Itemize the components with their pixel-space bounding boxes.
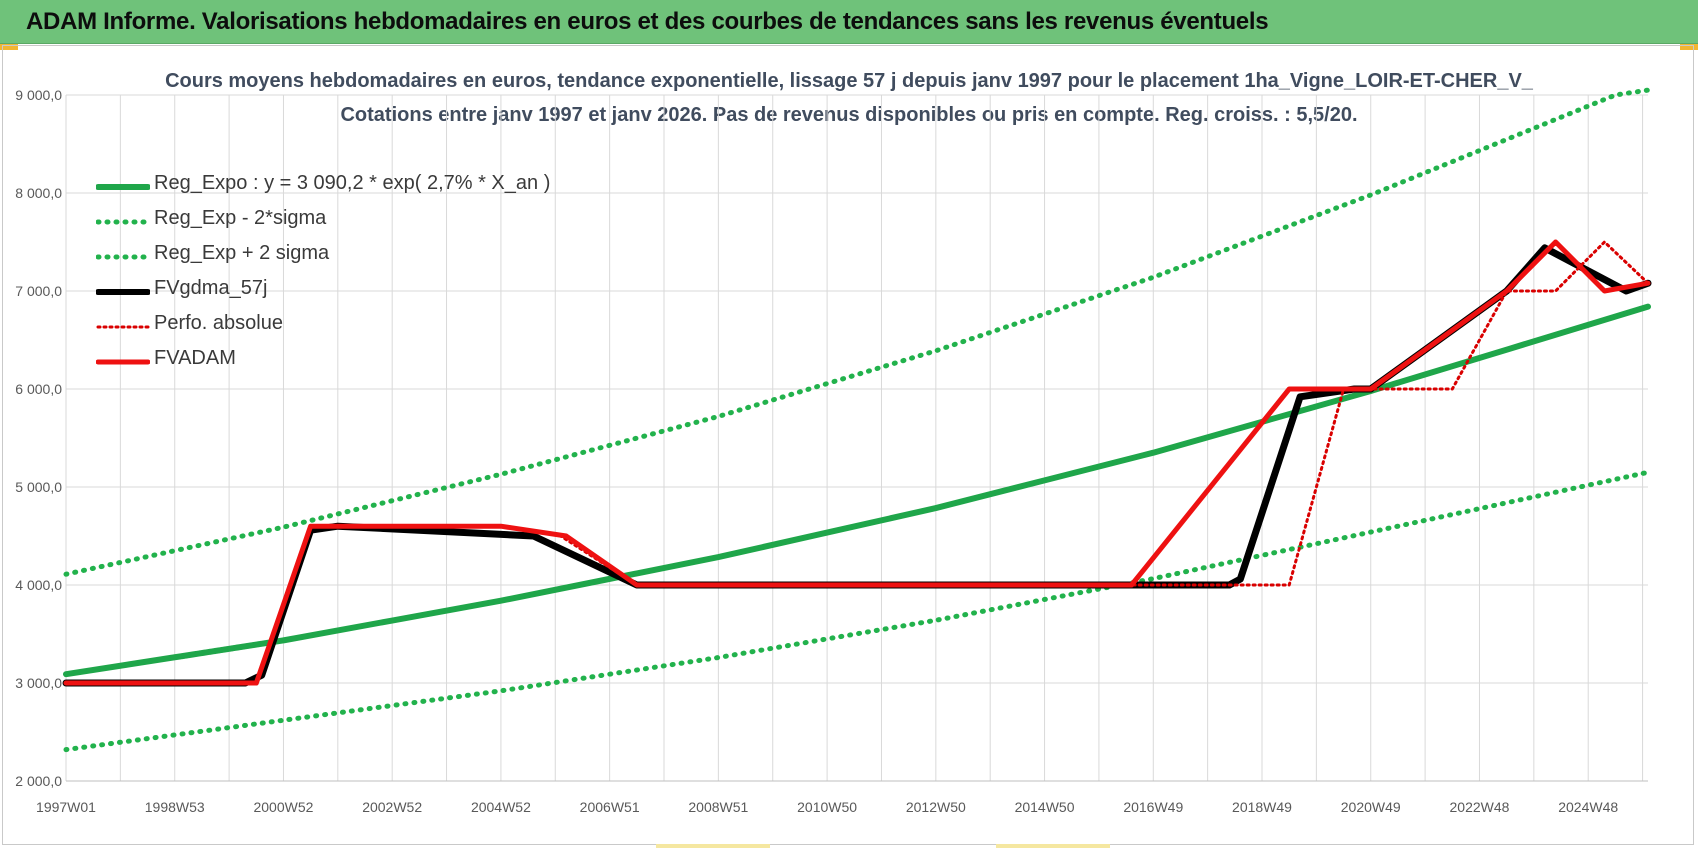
footer-marker-1 bbox=[656, 844, 770, 848]
x-tick-label: 2008W51 bbox=[688, 799, 748, 815]
x-tick-label: 2020W49 bbox=[1341, 799, 1401, 815]
x-tick-label: 2010W50 bbox=[797, 799, 857, 815]
chart-title-line2: Cotations entre janv 1997 et janv 2026. … bbox=[340, 104, 1358, 126]
y-tick-label: 9 000,0 bbox=[15, 87, 62, 103]
legend-label: FVADAM bbox=[154, 347, 236, 369]
legend-swatch bbox=[95, 249, 151, 259]
y-tick-label: 2 000,0 bbox=[15, 773, 62, 789]
legend-swatch bbox=[95, 214, 151, 224]
x-tick-label: 1998W53 bbox=[145, 799, 205, 815]
legend-item: Perfo. absolue bbox=[96, 306, 550, 341]
y-tick-label: 3 000,0 bbox=[15, 675, 62, 691]
legend-item: FVADAM bbox=[95, 341, 550, 376]
y-tick-label: 5 000,0 bbox=[15, 479, 62, 495]
y-tick-label: 6 000,0 bbox=[15, 381, 62, 397]
x-tick-label: 2016W49 bbox=[1123, 799, 1183, 815]
x-tick-label: 2000W52 bbox=[253, 799, 313, 815]
report-title: ADAM Informe. Valorisations hebdomadaire… bbox=[26, 8, 1269, 35]
series-line-1 bbox=[63, 469, 1651, 753]
x-tick-label: 2018W49 bbox=[1232, 799, 1292, 815]
legend-label: Reg_Exp - 2*sigma bbox=[154, 207, 327, 229]
corner-marker-right bbox=[1680, 44, 1698, 50]
x-tick-label: 2002W52 bbox=[362, 799, 422, 815]
chart-legend: Reg_Expo : y = 3 090,2 * exp( 2,7% * X_a… bbox=[95, 166, 551, 376]
legend-item: Reg_Exp - 2*sigma bbox=[95, 201, 550, 236]
legend-label: Perfo. absolue bbox=[154, 312, 283, 334]
x-tick-label: 1997W01 bbox=[36, 799, 96, 815]
x-tick-label: 2006W51 bbox=[580, 799, 640, 815]
legend-label: Reg_Exp + 2 sigma bbox=[154, 242, 330, 264]
series-line-2 bbox=[63, 87, 1651, 577]
y-tick-label: 4 000,0 bbox=[15, 577, 62, 593]
x-tick-label: 2004W52 bbox=[471, 799, 531, 815]
series-line-5 bbox=[63, 239, 1651, 686]
chart-title-line1: Cours moyens hebdomadaires en euros, ten… bbox=[165, 70, 1533, 92]
legend-swatch bbox=[95, 179, 151, 190]
x-tick-label: 2012W50 bbox=[906, 799, 966, 815]
y-tick-label: 8 000,0 bbox=[15, 185, 62, 201]
legend-item: FVgdma_57j bbox=[95, 271, 550, 306]
legend-item: Reg_Exp + 2 sigma bbox=[95, 236, 550, 271]
footer-marker-2 bbox=[996, 844, 1110, 848]
legend-label: FVgdma_57j bbox=[154, 277, 268, 299]
y-tick-label: 7 000,0 bbox=[15, 283, 62, 299]
legend-label: Reg_Expo : y = 3 090,2 * exp( 2,7% * X_a… bbox=[154, 172, 551, 194]
legend-swatch bbox=[95, 284, 151, 295]
legend-item: Reg_Expo : y = 3 090,2 * exp( 2,7% * X_a… bbox=[95, 166, 551, 201]
x-tick-label: 2014W50 bbox=[1015, 799, 1075, 815]
corner-marker-left bbox=[0, 44, 18, 50]
legend-swatch bbox=[95, 354, 151, 364]
x-tick-label: 2022W48 bbox=[1450, 799, 1510, 815]
report-banner: ADAM Informe. Valorisations hebdomadaire… bbox=[0, 0, 1698, 44]
legend-swatch bbox=[96, 319, 150, 329]
x-tick-label: 2024W48 bbox=[1558, 799, 1618, 815]
